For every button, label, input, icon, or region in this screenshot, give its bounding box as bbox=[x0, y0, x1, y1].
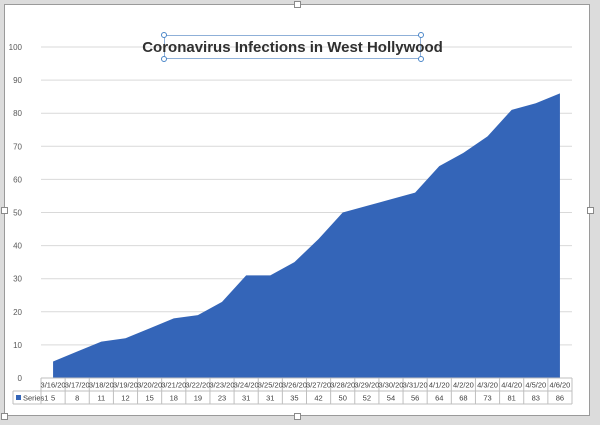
x-category-label: 3/25/20 bbox=[258, 381, 283, 390]
x-category-label: 3/16/20 bbox=[41, 381, 66, 390]
x-category-label: 3/18/20 bbox=[89, 381, 114, 390]
series1-area[interactable] bbox=[53, 93, 560, 378]
chart-resize-handle-right[interactable] bbox=[587, 207, 594, 214]
y-tick-label: 90 bbox=[13, 76, 22, 85]
data-value-label: 81 bbox=[507, 394, 515, 403]
y-tick-label: 10 bbox=[13, 341, 22, 350]
title-resize-handle-br[interactable] bbox=[418, 56, 424, 62]
y-tick-label: 50 bbox=[13, 209, 22, 218]
data-value-label: 52 bbox=[363, 394, 371, 403]
title-resize-handle-tr[interactable] bbox=[418, 32, 424, 38]
data-value-label: 12 bbox=[121, 394, 129, 403]
chart-title: Coronavirus Infections in West Hollywood bbox=[142, 38, 443, 56]
chart-resize-handle-left[interactable] bbox=[1, 207, 8, 214]
y-tick-label: 80 bbox=[13, 109, 22, 118]
y-tick-label: 60 bbox=[13, 175, 22, 184]
x-category-label: 3/20/20 bbox=[137, 381, 162, 390]
x-category-label: 3/22/20 bbox=[185, 381, 210, 390]
y-tick-label: 20 bbox=[13, 308, 22, 317]
x-category-label: 3/19/20 bbox=[113, 381, 138, 390]
data-value-label: 64 bbox=[435, 394, 443, 403]
x-category-label: 3/17/20 bbox=[65, 381, 90, 390]
data-value-label: 11 bbox=[97, 394, 105, 403]
legend-series-name: Series1 bbox=[23, 394, 48, 403]
x-category-label: 4/6/20 bbox=[550, 381, 571, 390]
x-category-label: 3/28/20 bbox=[330, 381, 355, 390]
chart-resize-handle-bottom[interactable] bbox=[294, 413, 301, 420]
x-category-label: 4/5/20 bbox=[525, 381, 546, 390]
y-tick-label: 30 bbox=[13, 275, 22, 284]
title-resize-handle-bl[interactable] bbox=[161, 56, 167, 62]
data-value-label: 19 bbox=[194, 394, 202, 403]
x-category-label: 3/23/20 bbox=[210, 381, 235, 390]
x-category-label: 3/30/20 bbox=[378, 381, 403, 390]
data-value-label: 23 bbox=[218, 394, 226, 403]
data-value-label: 15 bbox=[145, 394, 153, 403]
y-tick-label: 40 bbox=[13, 242, 22, 251]
x-category-label: 4/4/20 bbox=[501, 381, 522, 390]
x-category-label: 3/29/20 bbox=[354, 381, 379, 390]
data-value-label: 35 bbox=[290, 394, 298, 403]
data-value-label: 31 bbox=[242, 394, 250, 403]
data-value-label: 18 bbox=[170, 394, 178, 403]
data-value-label: 86 bbox=[556, 394, 564, 403]
x-category-label: 3/21/20 bbox=[161, 381, 186, 390]
x-category-label: 4/1/20 bbox=[429, 381, 450, 390]
y-tick-label: 100 bbox=[9, 43, 23, 52]
x-category-label: 3/27/20 bbox=[306, 381, 331, 390]
legend-key bbox=[16, 395, 21, 400]
data-value-label: 42 bbox=[314, 394, 322, 403]
x-category-label: 3/26/20 bbox=[282, 381, 307, 390]
chart-resize-handle-top[interactable] bbox=[294, 1, 301, 8]
data-value-label: 56 bbox=[411, 394, 419, 403]
data-value-label: 54 bbox=[387, 394, 395, 403]
chart-resize-handle-bottom-left[interactable] bbox=[1, 413, 8, 420]
data-value-label: 83 bbox=[532, 394, 540, 403]
x-category-label: 4/2/20 bbox=[453, 381, 474, 390]
y-tick-label: 70 bbox=[13, 142, 22, 151]
data-value-label: 31 bbox=[266, 394, 274, 403]
x-category-label: 3/24/20 bbox=[234, 381, 259, 390]
data-value-label: 73 bbox=[483, 394, 491, 403]
title-resize-handle-tl[interactable] bbox=[161, 32, 167, 38]
data-value-label: 68 bbox=[459, 394, 467, 403]
chart-title-box[interactable]: Coronavirus Infections in West Hollywood bbox=[142, 32, 443, 62]
y-tick-label: 0 bbox=[18, 374, 23, 383]
data-value-label: 8 bbox=[75, 394, 79, 403]
x-category-label: 3/31/20 bbox=[403, 381, 428, 390]
data-value-label: 50 bbox=[339, 394, 347, 403]
x-category-label: 4/3/20 bbox=[477, 381, 498, 390]
data-value-label: 5 bbox=[51, 394, 55, 403]
